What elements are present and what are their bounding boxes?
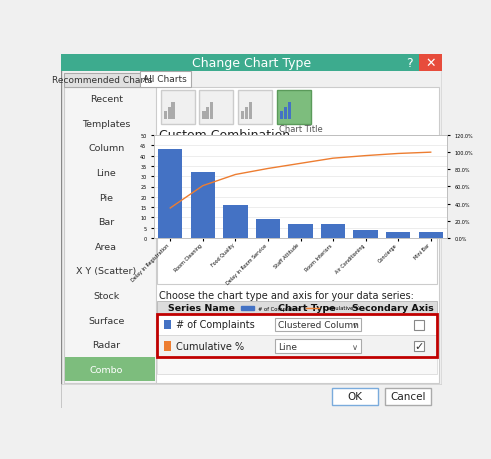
Bar (386, 232, 410, 239)
Bar (418, 232, 443, 239)
Bar (171, 103, 174, 120)
Text: # of Complaints: # of Complaints (176, 320, 255, 330)
Bar (249, 103, 252, 120)
Text: Stock: Stock (93, 291, 119, 300)
Text: Chart Type: Chart Type (277, 303, 335, 312)
Text: Templates: Templates (82, 120, 131, 129)
Bar (167, 107, 171, 120)
Bar (274, 318, 361, 332)
Bar (158, 302, 437, 314)
Bar (210, 103, 213, 120)
Text: Choose the chart type and axis for your data series:: Choose the chart type and axis for your … (159, 291, 414, 301)
Bar (223, 206, 247, 239)
Text: Recent: Recent (90, 95, 123, 104)
Text: Secondary Axis: Secondary Axis (353, 303, 434, 312)
Bar (419, 55, 442, 72)
Bar (158, 143, 437, 285)
Bar (140, 72, 191, 87)
Bar (191, 173, 215, 239)
Bar (238, 90, 272, 124)
Bar (274, 339, 361, 353)
Text: Custom Combination: Custom Combination (159, 129, 290, 141)
Bar (64, 87, 156, 383)
Bar (241, 112, 245, 120)
Bar (245, 107, 248, 120)
Text: Cumulative %: Cumulative % (176, 341, 244, 351)
Bar (199, 90, 233, 124)
Title: Chart Title: Chart Title (278, 124, 323, 134)
Text: Line: Line (278, 342, 298, 351)
Text: Pie: Pie (99, 193, 113, 202)
Bar (158, 314, 437, 336)
Text: ✕: ✕ (425, 57, 436, 70)
Text: Bar: Bar (98, 218, 114, 227)
Bar (288, 224, 313, 239)
Bar (321, 224, 345, 239)
Bar (284, 107, 287, 120)
Bar (202, 112, 206, 120)
Bar (256, 220, 280, 239)
Text: Change Chart Type: Change Chart Type (191, 57, 311, 70)
Bar (64, 73, 140, 87)
Text: Cancel: Cancel (390, 391, 426, 401)
Text: ?: ? (406, 57, 412, 70)
Bar (158, 150, 183, 239)
Bar (164, 341, 171, 351)
Text: Clustered Column: Clustered Column (278, 320, 359, 329)
Bar (64, 87, 439, 383)
Bar (61, 384, 442, 409)
Bar (61, 55, 442, 72)
Bar (414, 320, 424, 330)
Text: Recommended Charts: Recommended Charts (52, 76, 153, 85)
Text: OK: OK (348, 391, 362, 401)
Bar (164, 112, 167, 120)
Text: Combo: Combo (90, 365, 123, 374)
Text: All Charts: All Charts (143, 75, 187, 84)
Bar (164, 320, 171, 330)
Text: Series Name: Series Name (168, 303, 235, 312)
Text: Radar: Radar (92, 340, 120, 349)
Bar (354, 230, 378, 239)
Bar (384, 388, 431, 405)
Text: Surface: Surface (88, 316, 125, 325)
Text: Line: Line (96, 169, 116, 178)
Bar (206, 107, 209, 120)
Bar (65, 357, 155, 381)
Text: ∨: ∨ (352, 342, 358, 351)
Bar (280, 112, 283, 120)
Text: Column: Column (88, 144, 124, 153)
Text: ∨: ∨ (352, 320, 358, 329)
Bar (332, 388, 379, 405)
Text: X Y (Scatter): X Y (Scatter) (76, 267, 136, 276)
Bar (288, 103, 291, 120)
Bar (158, 336, 437, 357)
Text: ✓: ✓ (414, 341, 423, 351)
Bar (158, 314, 437, 357)
Bar (158, 357, 437, 374)
Bar (414, 341, 424, 352)
Bar (277, 90, 311, 124)
Legend: # of Complaints, Cumulative %: # of Complaints, Cumulative % (239, 304, 362, 313)
Bar (161, 90, 194, 124)
Text: Area: Area (95, 242, 117, 251)
